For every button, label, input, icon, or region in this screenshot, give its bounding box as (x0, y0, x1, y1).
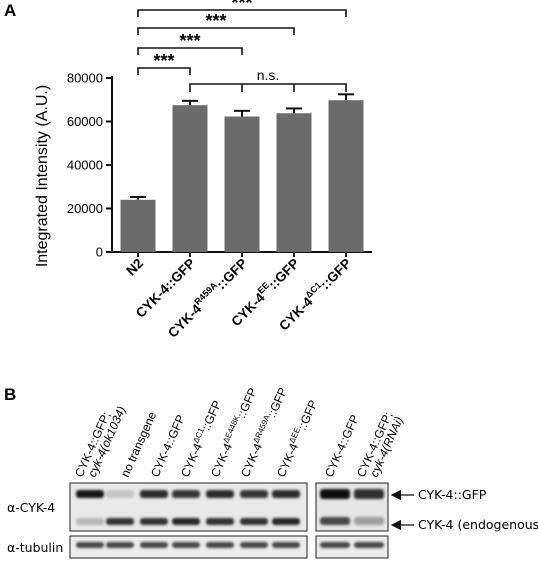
ns-label: n.s. (257, 67, 280, 83)
significance-label: *** (205, 11, 226, 31)
significance-bracket (137, 67, 191, 75)
band-tubulin (172, 542, 200, 548)
band-endogenous (354, 517, 384, 525)
band-label-gfp: CYK-4::GFP (418, 487, 487, 502)
band-gfp (140, 490, 168, 498)
panel-a-letter: A (4, 1, 16, 20)
significance-label: *** (231, 0, 252, 13)
band-endogenous (172, 518, 200, 525)
y-tick-label: 40000 (67, 158, 103, 173)
bar (172, 105, 208, 252)
band-tubulin (206, 542, 234, 548)
band-gfp (354, 489, 384, 499)
band-endogenous (206, 518, 234, 525)
band-gfp (172, 490, 200, 498)
band-gfp (320, 489, 350, 499)
y-tick-label: 20000 (67, 201, 103, 216)
significance-bracket (137, 27, 295, 35)
lane-labels: CYK-4::GFP;cyk-4(ok1034)no transgeneCYK-… (72, 385, 406, 479)
bar (276, 113, 312, 252)
band-tubulin (240, 542, 268, 548)
significance-bracket (137, 47, 243, 55)
significance-label: *** (153, 51, 174, 71)
category-label: N2 (123, 256, 146, 279)
ns-bracket (189, 83, 347, 92)
row-label-tubulin: α-tubulin (7, 540, 63, 555)
band-gfp (76, 490, 104, 498)
band-endogenous (106, 518, 134, 525)
band-gfp (106, 490, 134, 498)
y-axis-label: Integrated Intensity (A.U.) (34, 85, 51, 267)
band-tubulin (272, 542, 300, 548)
band-endogenous (272, 518, 300, 525)
panel-b-letter: B (4, 385, 16, 404)
band-tubulin (320, 542, 350, 548)
blot-bands (76, 489, 384, 548)
band-label-endogenous: CYK-4 (endogenous) (418, 517, 538, 532)
band-tubulin (354, 542, 384, 548)
band-endogenous (140, 518, 168, 525)
y-tick-label: 80000 (67, 71, 103, 86)
band-tubulin (76, 542, 104, 548)
bar (120, 199, 156, 252)
significance-bracket (137, 9, 347, 17)
y-tick-label: 0 (96, 245, 103, 260)
band-endogenous (240, 518, 268, 525)
band-tubulin (106, 542, 134, 548)
band-endogenous (76, 518, 104, 525)
band-gfp (206, 490, 234, 498)
band-tubulin (140, 542, 168, 548)
band-gfp (272, 490, 300, 498)
bar-chart: 020000400006000080000N2CYK-4::GFPCYK-4R4… (67, 0, 372, 341)
band-endogenous (320, 517, 350, 525)
bar (224, 116, 260, 252)
bar (328, 100, 364, 252)
y-tick-label: 60000 (67, 114, 103, 129)
row-label-cyk4: α-CYK-4 (7, 500, 55, 515)
tubulin-blot-right (315, 535, 389, 559)
band-gfp (240, 490, 268, 498)
significance-label: *** (179, 31, 200, 51)
